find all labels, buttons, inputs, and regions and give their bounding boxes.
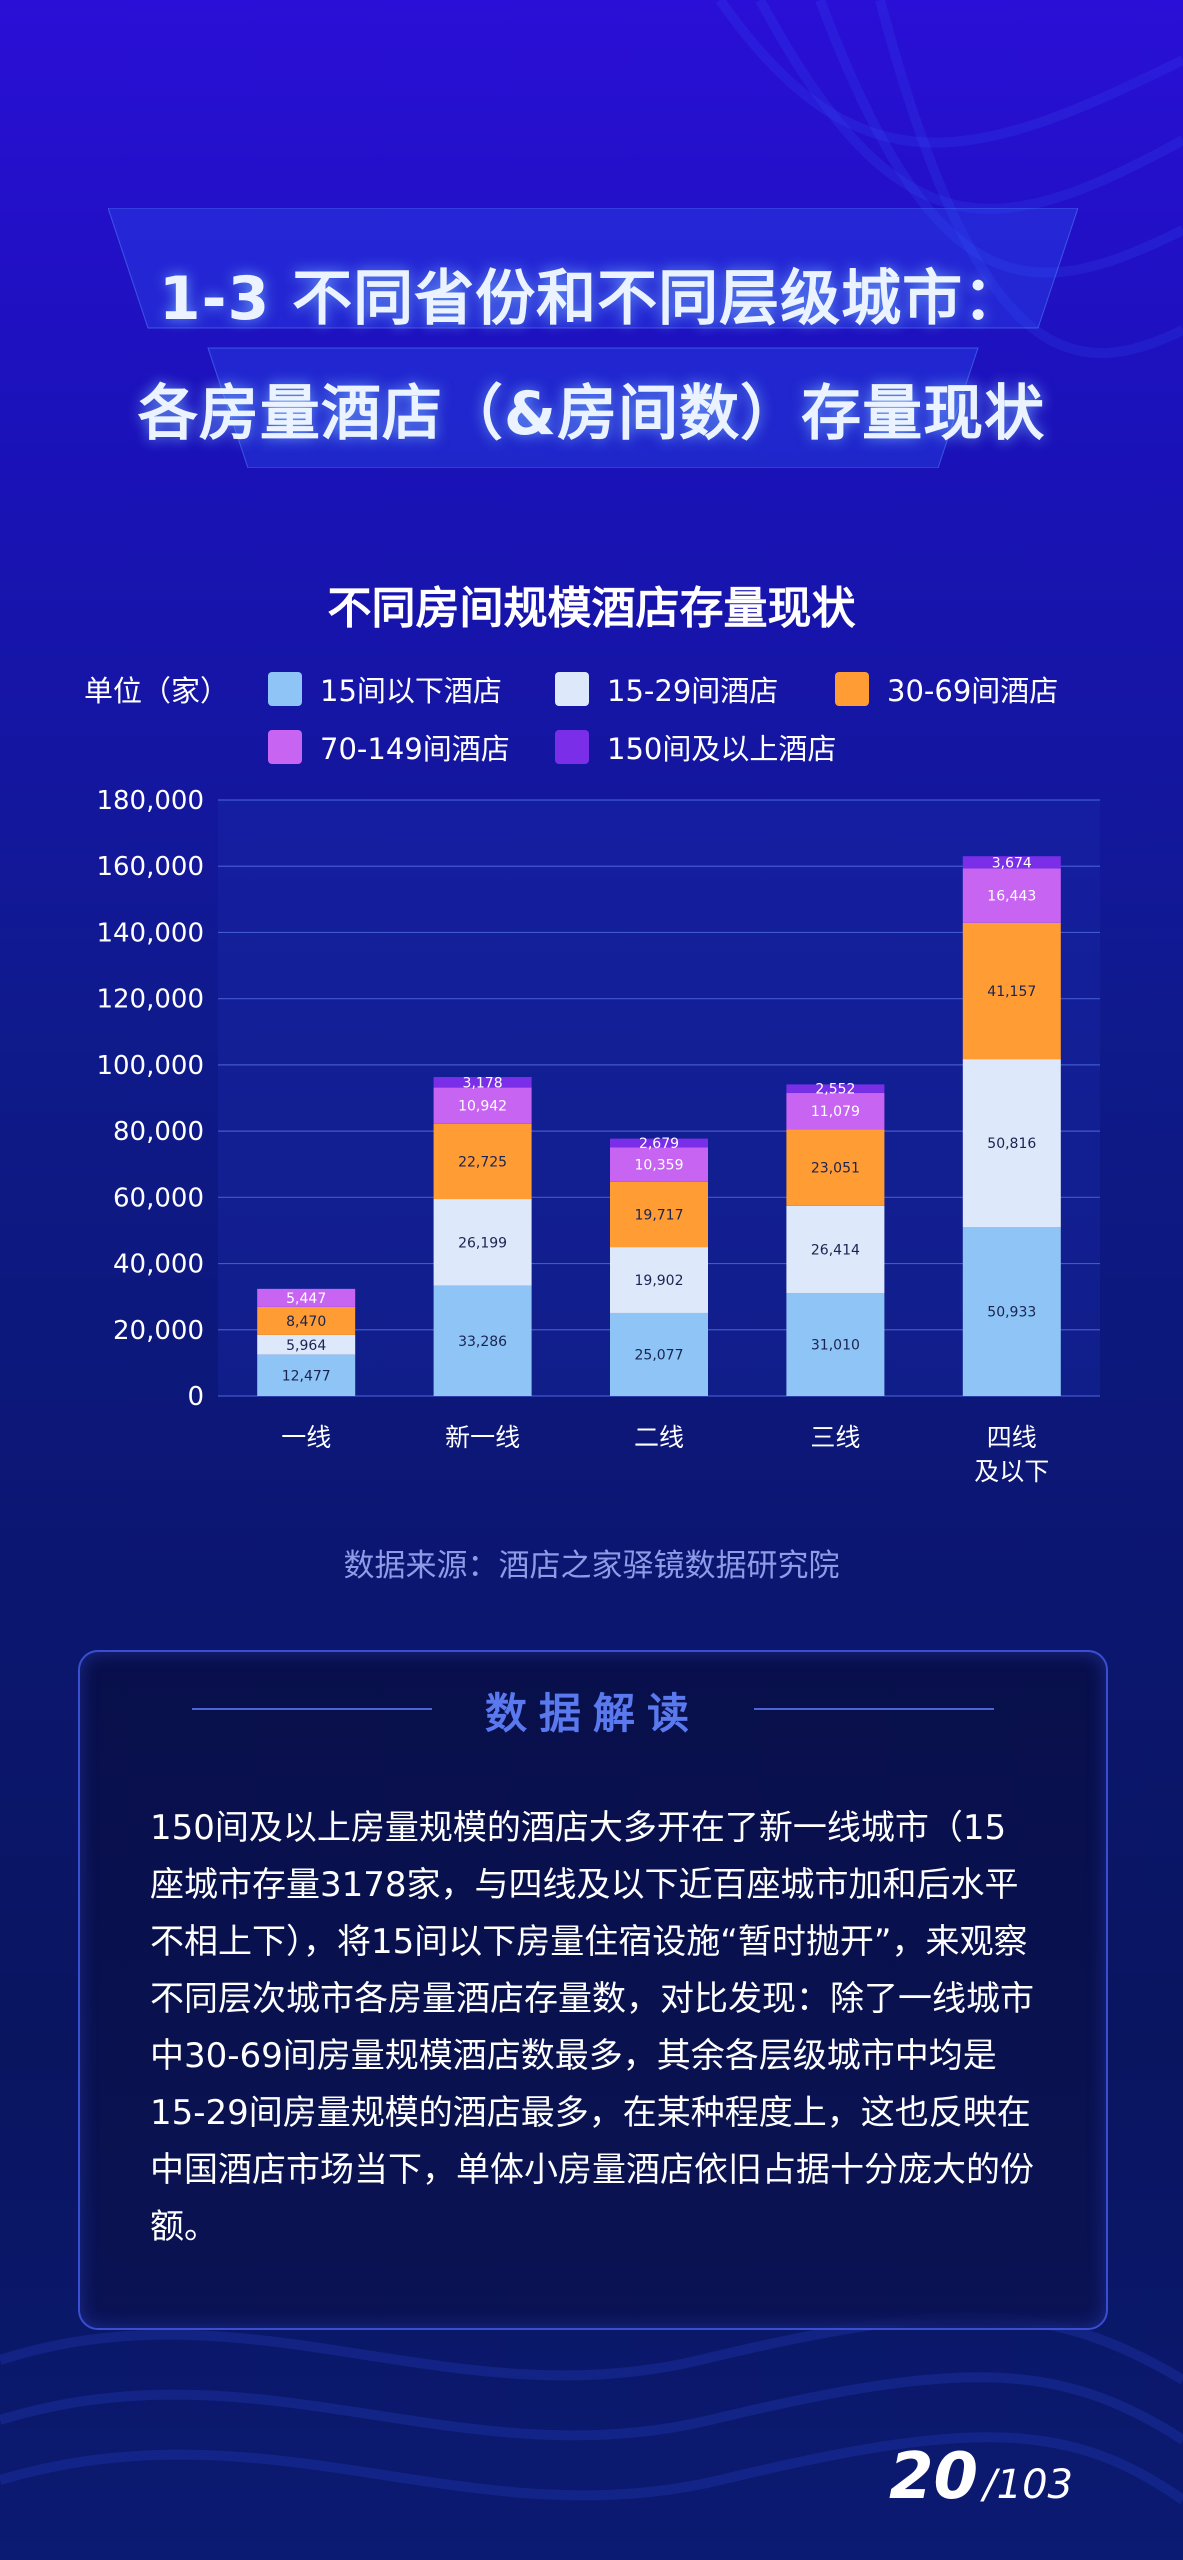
- title-panel: [108, 208, 1078, 468]
- y-tick-label: 160,000: [96, 852, 204, 882]
- bar-segment: [610, 1138, 708, 1148]
- legend-item-30-69: 30-69间酒店: [835, 668, 1058, 710]
- stacked-bar-chart: 0 20,000 40,000 60,000 80,000 100,000 120,000 1…: [96, 786, 1100, 1486]
- y-tick-label: 40,000: [113, 1250, 204, 1280]
- legend-label: 30-69间酒店: [887, 674, 1059, 708]
- page-title-line-2: 各房量酒店（&房间数）存量现状: [137, 379, 1046, 449]
- bar-segment: [610, 1181, 708, 1248]
- bar-segment: [433, 1123, 532, 1200]
- data-label: 22,725: [458, 1154, 507, 1170]
- data-label: 10,942: [458, 1099, 507, 1115]
- bar-segment: [433, 1199, 532, 1286]
- legend-item-150plus: 150间及以上酒店: [555, 726, 836, 768]
- bar-segment: [610, 1312, 708, 1396]
- bar-segment: [433, 1077, 532, 1088]
- data-label: 10,359: [635, 1158, 684, 1174]
- legend-item-lt15: 15间以下酒店: [268, 668, 502, 710]
- data-label: 31,010: [811, 1338, 860, 1354]
- x-tick-label: 一线: [281, 1423, 331, 1452]
- legend-item-70-149: 70-149间酒店: [268, 726, 510, 768]
- analysis-title: 数据解读: [484, 1689, 701, 1738]
- page-total: /103: [983, 2462, 1073, 2508]
- legend-swatch: [555, 672, 589, 706]
- y-tick-label: 140,000: [96, 918, 204, 948]
- data-label: 2,679: [639, 1136, 679, 1152]
- title-rule-right: [754, 1708, 994, 1710]
- data-label: 50,933: [987, 1305, 1036, 1321]
- analysis-box: 数据解读 150间及以上房量规模的酒店大多开在了新一线城市（15座城市存量317…: [78, 1650, 1108, 2330]
- bar-segment: [610, 1147, 708, 1182]
- bar-segment: [257, 1354, 356, 1396]
- data-label: 11,079: [811, 1104, 860, 1120]
- legend-swatch: [835, 672, 869, 706]
- analysis-text: 150间及以上房量规模的酒店大多开在了新一线城市（15座城市存量3178家，与四…: [150, 1808, 1034, 2247]
- x-tick-label: 新一线: [445, 1423, 520, 1452]
- legend-swatch: [268, 730, 302, 764]
- data-label: 3,178: [463, 1075, 503, 1091]
- bar-segment: [962, 856, 1061, 869]
- bar-segment: [433, 1285, 532, 1396]
- data-label: 26,199: [458, 1235, 507, 1251]
- bar-segment: [257, 1306, 356, 1335]
- data-label: 26,414: [811, 1243, 860, 1259]
- bar-segment: [962, 1059, 1061, 1228]
- legend-swatch: [268, 672, 302, 706]
- y-tick-label: 20,000: [113, 1316, 204, 1346]
- data-label: 33,286: [458, 1334, 507, 1350]
- x-tick-label: 二线: [634, 1423, 684, 1452]
- page-current: 20: [889, 2440, 979, 2514]
- data-label: 19,717: [635, 1207, 684, 1223]
- data-label: 23,051: [811, 1161, 860, 1177]
- pagination: 20 /103: [889, 2440, 1073, 2514]
- legend-label: 15间以下酒店: [320, 674, 502, 708]
- data-label: 8,470: [286, 1314, 326, 1330]
- bar-segment: [786, 1084, 885, 1093]
- data-label: 2,552: [815, 1082, 855, 1098]
- bar-segment: [786, 1129, 885, 1206]
- bar-segment: [962, 922, 1061, 1060]
- x-tick-label: 及以下: [974, 1457, 1049, 1486]
- data-label: 41,157: [987, 984, 1036, 1000]
- bar-segment: [433, 1087, 532, 1124]
- data-label: 12,477: [282, 1368, 331, 1384]
- bar-segment: [962, 1227, 1061, 1396]
- page-title-line-1: 1-3 不同省份和不同层级城市：: [158, 264, 1025, 334]
- chart-title: 不同房间规模酒店存量现状: [327, 583, 856, 634]
- legend-label: 15-29间酒店: [607, 674, 779, 708]
- legend-item-15-29: 15-29间酒店: [555, 668, 778, 710]
- y-tick-label: 180,000: [96, 786, 204, 816]
- bar-segment: [786, 1293, 885, 1396]
- bar-segment: [962, 868, 1061, 923]
- data-label: 3,674: [992, 855, 1032, 871]
- legend-label: 70-149间酒店: [320, 732, 510, 766]
- y-tick-label: 60,000: [113, 1183, 204, 1213]
- x-tick-label: 四线: [987, 1423, 1037, 1452]
- data-label: 5,447: [286, 1291, 326, 1307]
- legend-swatch: [555, 730, 589, 764]
- bar-segment: [786, 1205, 885, 1294]
- y-tick-label: 120,000: [96, 985, 204, 1015]
- unit-label: 单位（家）: [84, 674, 230, 708]
- bar-segment: [257, 1334, 356, 1355]
- data-label: 19,902: [635, 1273, 684, 1289]
- data-label: 25,077: [635, 1347, 684, 1363]
- bar-segment: [610, 1247, 708, 1313]
- y-tick-label: 80,000: [113, 1117, 204, 1147]
- y-tick-label: 0: [187, 1382, 204, 1412]
- data-source: 数据来源：酒店之家驿镜数据研究院: [343, 1548, 840, 1584]
- title-rule-left: [192, 1708, 432, 1710]
- data-label: 16,443: [987, 889, 1036, 905]
- data-label: 5,964: [286, 1338, 326, 1354]
- x-tick-label: 三线: [810, 1423, 860, 1452]
- bar-segment: [257, 1288, 356, 1307]
- bar-segment: [786, 1092, 885, 1130]
- legend-label: 150间及以上酒店: [607, 732, 837, 766]
- data-label: 50,816: [987, 1136, 1036, 1152]
- y-tick-label: 100,000: [96, 1051, 204, 1081]
